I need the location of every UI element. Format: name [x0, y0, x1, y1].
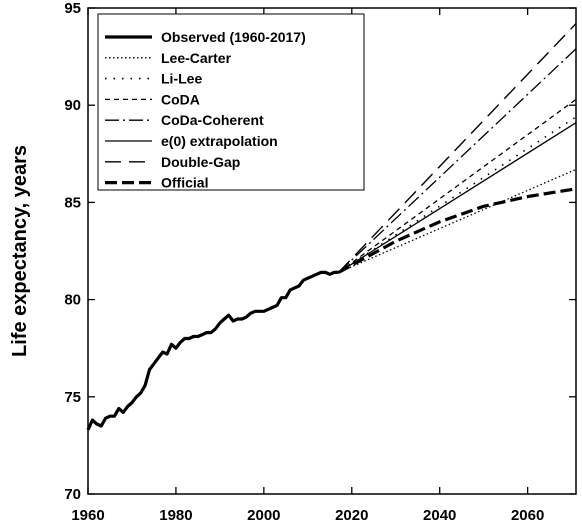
x-tick-label: 2040 [423, 507, 456, 524]
y-tick-label: 95 [64, 0, 81, 17]
legend-label-1: Lee-Carter [161, 50, 232, 66]
series-line-5 [338, 122, 577, 273]
series-lines [86, 23, 577, 431]
legend-label-0: Observed (1960-2017) [161, 29, 306, 45]
series-line-4 [338, 48, 577, 273]
legend-label-3: CoDA [161, 91, 200, 107]
legend-label-4: CoDa-Coherent [161, 112, 264, 128]
axis-ticks: 1960 1980 2000 2020 2040 2060 70 75 80 85 90 95 [64, 0, 576, 524]
series-line-6 [338, 23, 577, 273]
series-line-7 [337, 187, 577, 274]
series-line-2 [338, 116, 577, 274]
y-axis-label: Life expectancy, years [9, 145, 31, 357]
x-tick-label: 2000 [247, 507, 280, 524]
y-tick-label: 85 [64, 194, 81, 211]
legend-label-5: e(0) extrapolation [161, 133, 278, 149]
x-tick-label: 2060 [511, 507, 544, 524]
legend-label-2: Li-Lee [161, 71, 202, 87]
y-tick-label: 90 [64, 97, 81, 114]
y-tick-label: 75 [64, 389, 81, 406]
series-line-3 [338, 98, 577, 273]
series-line-1 [338, 168, 577, 273]
x-tick-label: 1980 [159, 507, 192, 524]
legend-box [97, 13, 365, 191]
plot-frame [87, 7, 577, 495]
x-tick-label: 2020 [335, 507, 368, 524]
series-line-0 [86, 270, 339, 431]
y-tick-label: 70 [64, 486, 81, 503]
y-tick-label: 80 [64, 292, 81, 309]
x-tick-label: 1960 [71, 507, 104, 524]
legend: Observed (1960-2017) Lee-Carter Li-Lee CoDA… [97, 13, 365, 191]
legend-label-6: Double-Gap [161, 154, 240, 170]
legend-label-7: Official [161, 175, 208, 191]
